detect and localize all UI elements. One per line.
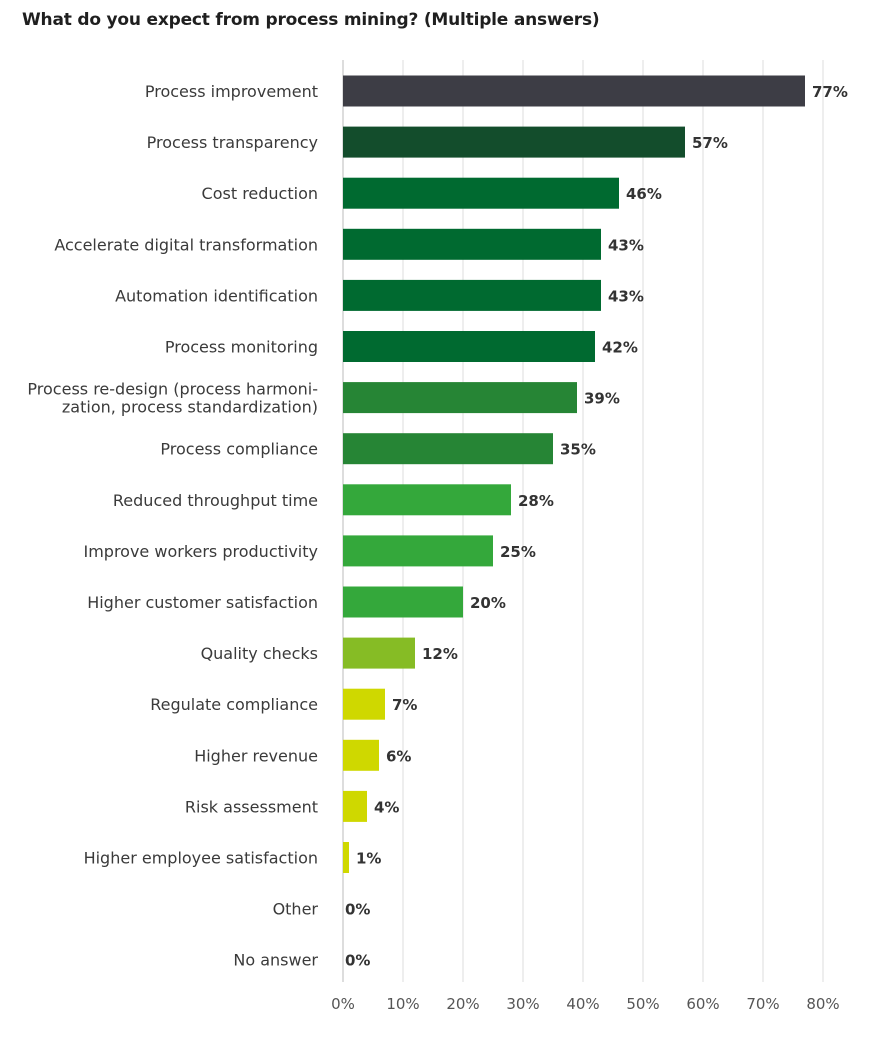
value-label: 1% — [356, 850, 381, 868]
bar — [343, 177, 619, 209]
category-label: Process transparency — [147, 133, 318, 152]
category-label: No answer — [233, 951, 318, 970]
bar — [343, 637, 415, 669]
value-label: 39% — [584, 390, 620, 408]
x-tick-label: 70% — [746, 995, 779, 1013]
category-labels: Process improvement Process transparency C… — [27, 82, 318, 970]
value-label: 42% — [602, 339, 638, 357]
x-axis-ticks: 0% 10% 20% 30% 40% 50% 60% 70% 80% — [331, 995, 840, 1013]
x-tick-label: 10% — [386, 995, 419, 1013]
value-label: 28% — [518, 492, 554, 510]
category-label: Regulate compliance — [150, 695, 318, 714]
category-label: Improve workers productivity — [83, 542, 318, 561]
bar — [343, 75, 805, 107]
x-tick-label: 60% — [686, 995, 719, 1013]
value-label: 77% — [812, 83, 848, 101]
bar — [343, 331, 595, 362]
value-label: 4% — [374, 798, 399, 816]
bar — [343, 842, 349, 873]
x-tick-label: 50% — [626, 995, 659, 1013]
category-label: Higher customer satisfaction — [87, 593, 318, 612]
bars — [343, 75, 805, 873]
category-label: Automation identification — [115, 286, 318, 305]
value-label: 0% — [345, 952, 370, 970]
value-labels: 77% 57% 46% 43% 43% 42% 39% 35% 28% 25% 20% 12% 7% 6%… — [345, 83, 848, 970]
value-label: 46% — [626, 185, 662, 203]
x-tick-label: 30% — [506, 995, 539, 1013]
category-label: Other — [273, 900, 319, 919]
value-label: 12% — [422, 645, 458, 663]
category-label: Higher employee satisfaction — [84, 849, 318, 868]
value-label: 43% — [608, 287, 644, 305]
value-label: 6% — [386, 747, 411, 765]
category-label: Process compliance — [160, 440, 318, 459]
value-label: 0% — [345, 901, 370, 919]
value-label: 7% — [392, 696, 417, 714]
x-tick-label: 80% — [806, 995, 839, 1013]
value-label: 35% — [560, 441, 596, 459]
bar — [343, 433, 553, 465]
category-label: Accelerate digital transformation — [54, 235, 318, 254]
bar — [343, 586, 463, 618]
bar — [343, 790, 367, 822]
bar — [343, 688, 385, 720]
category-label: Risk assessment — [185, 797, 318, 816]
category-label: Reduced throughput time — [113, 491, 318, 510]
bar — [343, 739, 379, 771]
value-label: 43% — [608, 236, 644, 254]
bar — [343, 484, 511, 516]
bar — [343, 382, 577, 414]
category-label: Higher revenue — [194, 746, 318, 765]
category-label: Process re-design (process harmoni-zatio… — [27, 380, 318, 417]
category-label: Process improvement — [145, 82, 318, 101]
bar — [343, 228, 601, 260]
x-tick-label: 0% — [331, 995, 355, 1013]
category-label: Cost reduction — [202, 184, 318, 203]
bar — [343, 535, 493, 567]
value-label: 25% — [500, 543, 536, 561]
x-tick-label: 20% — [446, 995, 479, 1013]
category-label: Quality checks — [201, 644, 318, 663]
value-label: 57% — [692, 134, 728, 152]
x-tick-label: 40% — [566, 995, 599, 1013]
gridlines — [342, 60, 824, 982]
bar — [343, 126, 685, 158]
bar — [343, 279, 601, 311]
chart-title: What do you expect from process mining? … — [22, 10, 600, 30]
category-label: Process monitoring — [165, 338, 318, 357]
value-label: 20% — [470, 594, 506, 612]
